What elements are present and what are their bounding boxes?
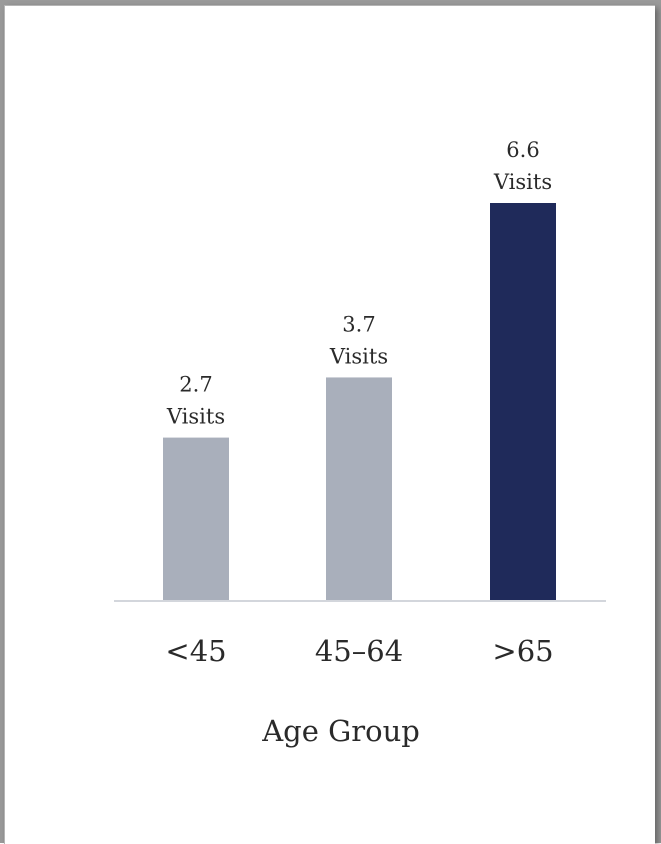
data-label-unit-2: Visits (329, 344, 388, 368)
data-label-unit-1: Visits (166, 405, 225, 429)
bar-2 (326, 377, 392, 600)
data-label-value-3: 6.6 (506, 138, 539, 162)
data-label-value-1: 2.7 (179, 373, 212, 397)
x-axis-title: Age Group (261, 714, 420, 748)
data-label-value-2: 3.7 (342, 312, 375, 336)
x-tick-label-1: <45 (165, 634, 226, 668)
x-tick-label-2: 45–64 (315, 634, 403, 668)
bar-3 (490, 203, 556, 600)
bar-1 (163, 437, 229, 600)
data-label-unit-3: Visits (493, 170, 552, 194)
x-tick-label-3: >65 (492, 634, 553, 668)
